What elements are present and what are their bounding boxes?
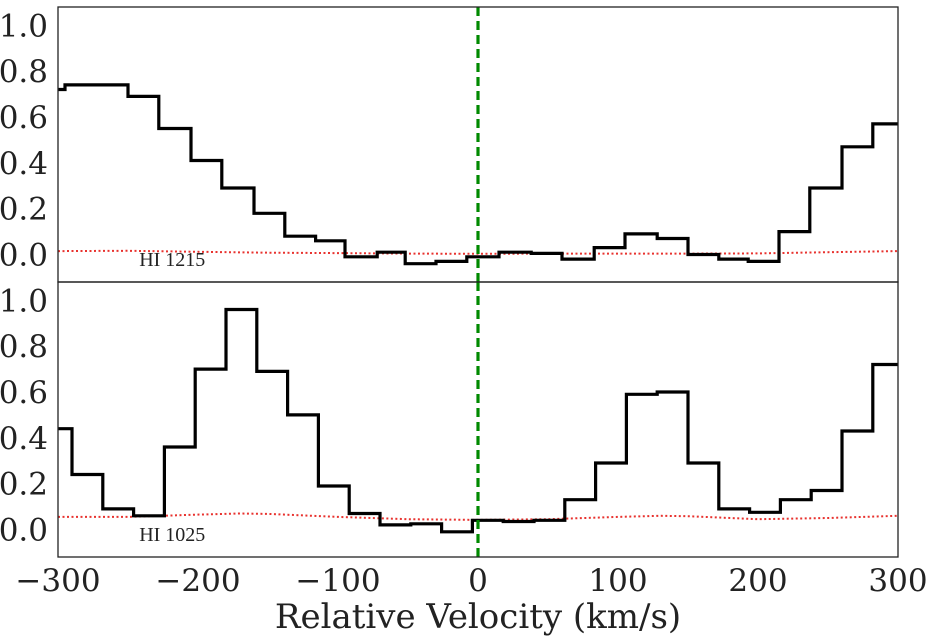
panel-1-y-tick-label: 0.2 [0,192,48,228]
panel-2-y-tick-label: 0.4 [0,421,48,457]
x-tick-label: −200 [155,563,240,599]
panel-2-y-tick-label: 1.0 [0,283,48,319]
x-tick-label: 100 [588,563,647,599]
panel-1-y-tick-label: 0.0 [0,238,48,274]
x-tick-label: −100 [295,563,380,599]
x-tick-label: 0 [468,563,488,599]
panel-2-frame [57,281,899,558]
x-tick-label: 200 [728,563,787,599]
x-axis-label: Relative Velocity (km/s) [275,597,681,637]
panel-2-y-tick-label: 0.2 [0,467,48,503]
panel-2-annotation: HI 1025 [139,524,205,546]
panel-2-y-tick-label: 0.0 [0,513,48,549]
panel-1-y-tick-label: 0.4 [0,146,48,182]
panel-1-annotation: HI 1215 [139,249,205,271]
panel-1-y-tick-label: 0.8 [0,54,48,90]
x-tick-label: −300 [15,563,100,599]
panel-1-frame [57,6,899,283]
panel-1-y-tick-label: 0.6 [0,100,48,136]
panel-2-flux-line [58,307,898,534]
panel-2-y-tick-label: 0.6 [0,375,48,411]
x-tick-label: 300 [868,563,927,599]
panel-1-flux-line [58,83,898,266]
panel-1-y-tick-label: 1.0 [0,8,48,44]
panel-2-y-tick-label: 0.8 [0,329,48,365]
